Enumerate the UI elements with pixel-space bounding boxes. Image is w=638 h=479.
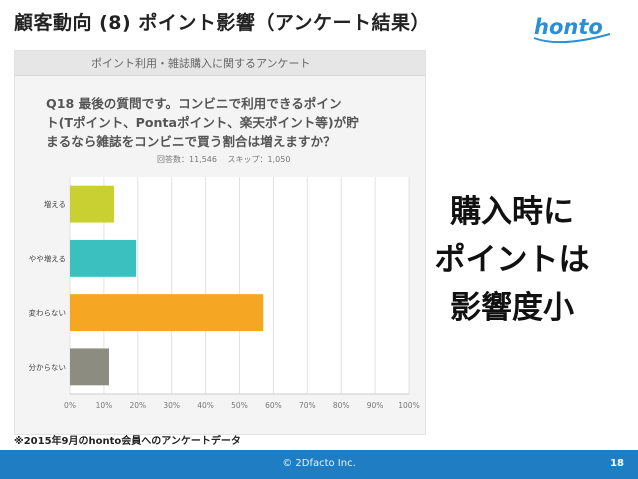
survey-stats: 回答数：11,546 スキップ：1,050 [157,154,298,165]
x-tick-label: 30% [163,401,180,410]
x-tick-label: 60% [265,401,282,410]
footer-bar: © 2Dfacto Inc. 18 [0,450,638,479]
slide-title: 顧客動向 (8) ポイント影響（アンケート結果） [14,12,431,34]
x-tick-label: 10% [96,401,113,410]
survey-header-text: ポイント利用・雑誌購入に関するアンケート [91,57,311,70]
x-tick-label: 100% [398,401,419,410]
bar [70,185,115,223]
survey-panel-header: ポイント利用・雑誌購入に関するアンケート [15,51,425,76]
x-tick-label: 80% [333,401,350,410]
bar-chart: 0% 10% 20% 30% 40% 50% 60% 70% 80% 90% 100% 増えるやや増え… [29,177,420,410]
skip-count: スキップ：1,050 [227,155,291,164]
question-line: まるなら雑誌をコンビニで買う割合は増えますか？ [46,134,336,149]
footnote: ※2015年9月のhonto会員へのアンケートデータ [14,436,241,447]
survey-question: Q18 最後の質問です。コンビニで利用できるポイン ト(Tポイント、Pontaポ… [46,94,359,151]
category-label: 変わらない [29,308,67,318]
honto-logo: honto [533,15,611,44]
question-line: ト(Tポイント、Pontaポイント、楽天ポイント等)が貯 [46,115,359,130]
survey-panel: ポイント利用・雑誌購入に関するアンケート Q18 最後の質問です。コンビニで利用… [14,50,426,435]
category-label: 増える [44,199,66,209]
respondent-count: 回答数：11,546 [157,155,217,164]
key-message-line: 影響度小 [450,290,574,326]
logo-text: honto [534,15,603,39]
copyright: © 2Dfacto Inc. [282,458,356,469]
category-label: やや増える [29,253,66,263]
page-number: 18 [610,458,624,469]
x-tick-label: 50% [231,401,248,410]
category-label: 分からない [29,363,67,372]
bar [70,239,137,277]
key-message: 購入時に ポイントは 影響度小 [424,188,600,332]
key-message-line: 購入時に [450,194,574,230]
bar [70,348,109,386]
question-line: Q18 最後の質問です。コンビニで利用できるポイン [46,96,342,111]
bar [70,294,264,332]
key-message-line: ポイントは [434,242,590,278]
x-tick-label: 70% [299,401,316,410]
x-tick-label: 0% [64,401,76,410]
x-tick-label: 40% [197,401,214,410]
x-tick-label: 20% [129,401,146,410]
x-tick-label: 90% [367,401,384,410]
